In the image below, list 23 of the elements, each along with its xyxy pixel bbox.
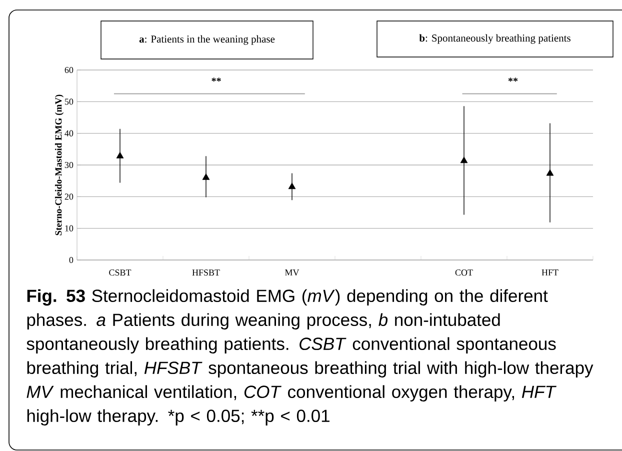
y-tick-label: 60 [64, 66, 74, 74]
x-tick-label: COT [455, 270, 473, 276]
point [460, 156, 468, 164]
text: Fig. 53 Sternocleidomastoid EMG (mV) depending on the diferent phases. a Patients during weaning process, b non-intubated spontaneously breathing patients. CSBT conventional spontaneous breathing trial, HFSBT spontaneous breathing trial with high-low therapy MV mechanical ventilation, COT conventional oxygen therapy, HFT high-low therapy. *p < 0.05; **p < 0.01 [26, 289, 594, 426]
text: a: Patients in the weaning phase [139, 35, 275, 45]
y-tick-label: 50 [64, 98, 74, 105]
point [116, 152, 124, 158]
point [202, 173, 210, 180]
point [546, 169, 554, 176]
y-tick-label: 0 [69, 256, 74, 264]
y-tick-label: 40 [64, 130, 74, 136]
y-tick-label: 20 [64, 194, 74, 200]
x-tick-label: HFSBT [192, 270, 220, 276]
annotation: ** [212, 78, 221, 82]
annotation: ** [508, 78, 518, 82]
y-axis-title: Sterno-Cleido-Mastoid EMG (mV) [54, 94, 64, 236]
point [288, 182, 296, 190]
x-tick-label: MV [285, 270, 300, 276]
x-tick-label: CSBT [109, 270, 132, 276]
text: b: Spontaneously breathing patients [419, 34, 570, 44]
y-tick-label: 30 [64, 162, 74, 168]
y-tick-label: 10 [65, 225, 74, 232]
x-tick-label: HFT [542, 270, 558, 276]
